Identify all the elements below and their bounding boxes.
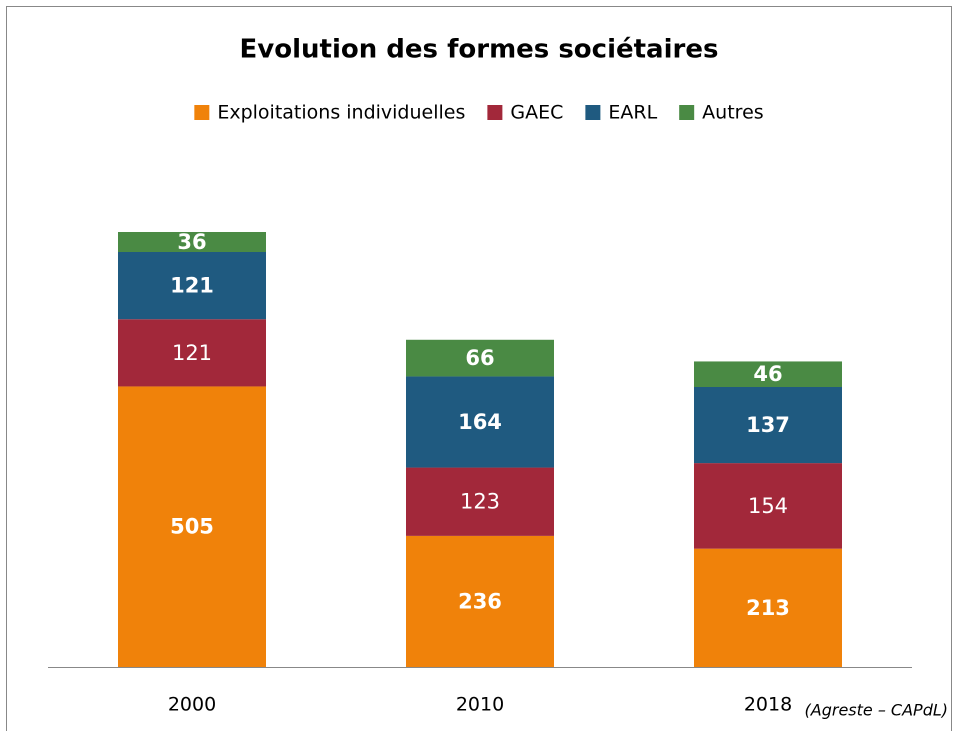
legend-label: Autres (702, 102, 763, 124)
bar-segment (694, 463, 842, 549)
bar-segment (118, 232, 266, 252)
bar-segment (406, 535, 554, 667)
value-label: 154 (748, 494, 788, 518)
value-label: 36 (177, 230, 206, 254)
chart-title: Evolution des formes sociétaires (240, 35, 719, 65)
bar-segment (118, 319, 266, 387)
legend-label: GAEC (510, 102, 563, 124)
legend-swatch (194, 105, 210, 120)
legend-swatch (585, 105, 601, 120)
bar-segment (406, 339, 554, 377)
x-tick-label: 2000 (168, 694, 216, 716)
legend-label: Exploitations individuelles (217, 102, 465, 124)
legend-label: EARL (608, 102, 657, 124)
legend: Exploitations individuelles GAEC EARL Autre… (194, 102, 764, 124)
x-tick-label: 2010 (456, 694, 504, 716)
value-label: 66 (465, 346, 494, 370)
source-note: (Agreste – CAPdL) (805, 701, 948, 720)
value-label: 123 (460, 490, 500, 514)
bar-segment (406, 467, 554, 536)
bar-segment (694, 387, 842, 464)
bar-segment (118, 386, 266, 667)
legend-swatch (487, 105, 503, 120)
value-label: 121 (172, 341, 212, 365)
x-tick-label: 2018 (744, 694, 792, 716)
value-label: 164 (458, 410, 502, 434)
value-label: 46 (753, 362, 782, 386)
value-label: 213 (746, 596, 790, 620)
bar-segment (694, 548, 842, 667)
value-label: 505 (170, 515, 214, 539)
value-label: 121 (170, 274, 214, 298)
bar-segment (406, 376, 554, 468)
legend-swatch (679, 105, 695, 120)
bar-segment (694, 361, 842, 387)
value-label: 236 (458, 589, 502, 613)
bar-segment (118, 252, 266, 320)
value-label: 137 (746, 413, 790, 437)
